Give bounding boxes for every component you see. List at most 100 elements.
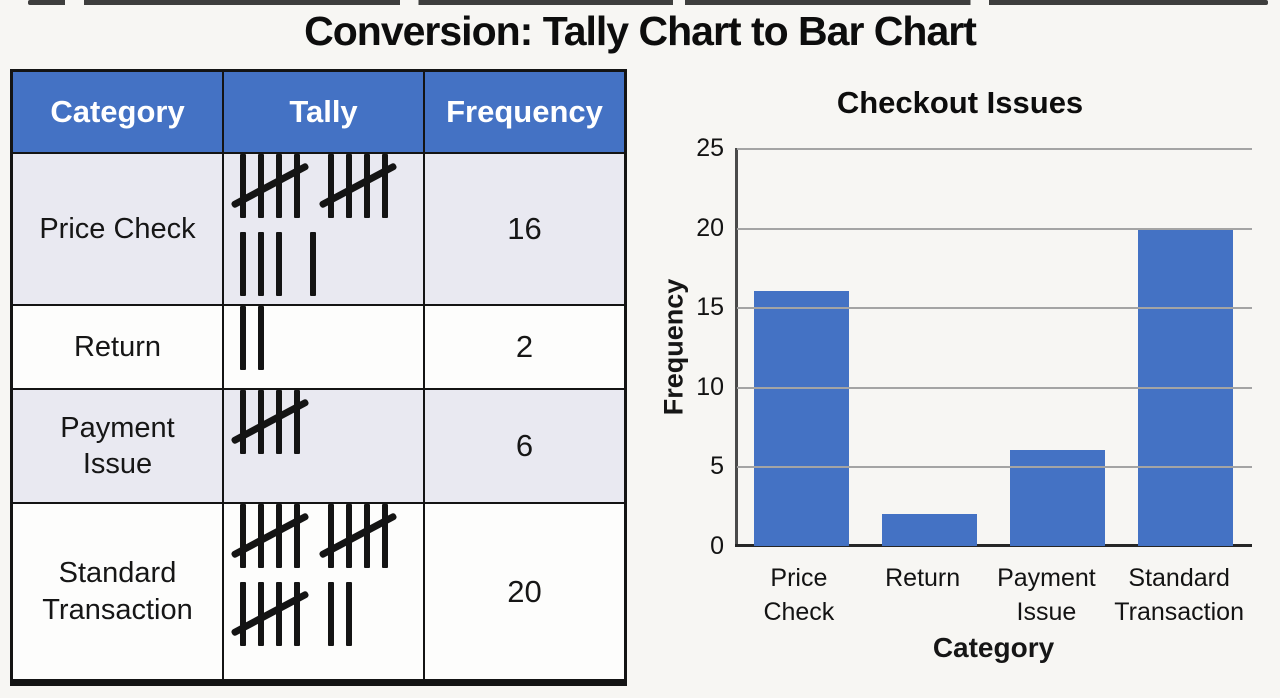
tally-cell-return (224, 306, 423, 388)
x-axis-line (735, 544, 1252, 547)
x-tick-label-payment-issue: Payment Issue (997, 564, 1096, 626)
column-header-category: Category (13, 72, 222, 152)
tally-mark (240, 504, 246, 568)
category-cell-payment-issue: Payment Issue (13, 390, 222, 502)
tally-group-of-2 (240, 306, 264, 370)
frequency-cell-return: 2 (425, 306, 624, 388)
frequency-value: 6 (515, 428, 534, 463)
frequency-value: 2 (515, 329, 534, 364)
tally-line (240, 582, 352, 646)
x-tick-label-return: Return (885, 564, 961, 592)
tally-cell-standard-transaction (224, 504, 423, 679)
tally-line (240, 154, 388, 218)
tally-line (240, 232, 316, 296)
x-tick-label-standard-transaction: Standard Transaction (1114, 564, 1244, 626)
frequency-cell-payment-issue: 6 (425, 390, 624, 502)
tally-mark (258, 582, 264, 646)
tally-mark (346, 582, 352, 646)
y-tick-label-25: 25 (696, 134, 724, 162)
tally-mark (294, 154, 300, 218)
tally-mark (276, 504, 282, 568)
tally-mark (240, 232, 246, 296)
tally-mark (294, 582, 300, 646)
category-label: Standard Transaction (42, 557, 193, 626)
category-cell-standard-transaction: Standard Transaction (13, 504, 222, 679)
tally-mark (276, 154, 282, 218)
tally-group-of-five (240, 504, 300, 568)
frequency-value: 20 (507, 573, 542, 609)
category-cell-return: Return (13, 306, 222, 388)
gridline-20 (737, 227, 1252, 230)
category-cell-price-check: Price Check (13, 154, 222, 304)
category-label: Price Check (39, 212, 196, 245)
column-header-tally: Tally (224, 72, 423, 152)
y-tick-label-15: 15 (696, 293, 724, 322)
frequency-cell-price-check: 16 (425, 154, 624, 304)
tally-group-of-five (328, 154, 388, 218)
tally-mark (276, 582, 282, 646)
tally-group-of-3 (240, 232, 282, 296)
tally-mark (294, 504, 300, 568)
tally-mark (258, 306, 264, 370)
tally-mark (258, 154, 264, 218)
tally-line (240, 390, 300, 454)
tally-mark (310, 232, 316, 296)
tally-mark (328, 504, 334, 568)
tally-group-of-five (240, 154, 300, 218)
gridline-15 (737, 307, 1252, 310)
x-axis-title: Category (932, 632, 1055, 663)
tally-line (240, 504, 388, 568)
y-axis-line (735, 148, 738, 546)
tally-group-of-2 (328, 582, 352, 646)
tally-mark (364, 504, 370, 568)
bar-payment-issue (1010, 450, 1106, 546)
bar-price-check (753, 291, 849, 546)
tally-table: Category Tally Frequency Price Check 16 … (10, 69, 627, 686)
tally-mark (382, 154, 388, 218)
bar-return (881, 514, 977, 546)
tally-mark (382, 504, 388, 568)
y-tick-label-20: 20 (696, 213, 724, 242)
tally-mark (240, 306, 246, 370)
tally-cell-price-check (224, 154, 423, 304)
category-label: Return (73, 330, 162, 363)
x-tick-labels: Price Check Return Payment Issue Standard T… (737, 562, 1250, 630)
tally-mark (258, 390, 264, 454)
gridline-5 (737, 466, 1252, 469)
tally-mark (276, 390, 282, 454)
tally-group-of-five (240, 390, 300, 454)
tally-group-of-five (240, 582, 300, 646)
tally-mark (258, 232, 264, 296)
tally-mark (328, 582, 334, 646)
gridline-10 (737, 386, 1252, 389)
tally-mark (240, 582, 246, 646)
tally-mark (328, 154, 334, 218)
tally-mark (364, 154, 370, 218)
y-tick-label-10: 10 (696, 372, 724, 401)
tally-group-of-five (328, 504, 388, 568)
frequency-cell-standard-transaction: 20 (425, 504, 624, 679)
page-title: Conversion: Tally Chart to Bar Chart (304, 8, 977, 54)
tally-mark (240, 154, 246, 218)
bar-slot (1122, 148, 1250, 546)
bar-slot (865, 148, 993, 546)
tally-line (240, 306, 264, 370)
chart-title: Checkout Issues (836, 85, 1084, 120)
gridline-25 (737, 148, 1252, 150)
category-label: Payment Issue (60, 411, 175, 480)
tally-mark (346, 154, 352, 218)
frequency-value: 16 (507, 211, 542, 246)
tally-cell-payment-issue (224, 390, 423, 502)
tally-mark (346, 504, 352, 568)
bars-group (737, 148, 1250, 546)
bar-slot (994, 148, 1122, 546)
column-header-frequency: Frequency (425, 72, 624, 152)
top-edge-artifact (28, 0, 1268, 5)
x-tick-label-price-check: Price Check (763, 564, 835, 626)
tally-group-of-1 (310, 232, 316, 296)
tally-mark (294, 390, 300, 454)
tally-mark (240, 390, 246, 454)
bar-chart: Checkout Issues Frequency 0 5 10 15 20 25 Pri… (640, 80, 1280, 698)
bar-slot (737, 148, 865, 546)
y-tick-label-0: 0 (710, 532, 724, 560)
